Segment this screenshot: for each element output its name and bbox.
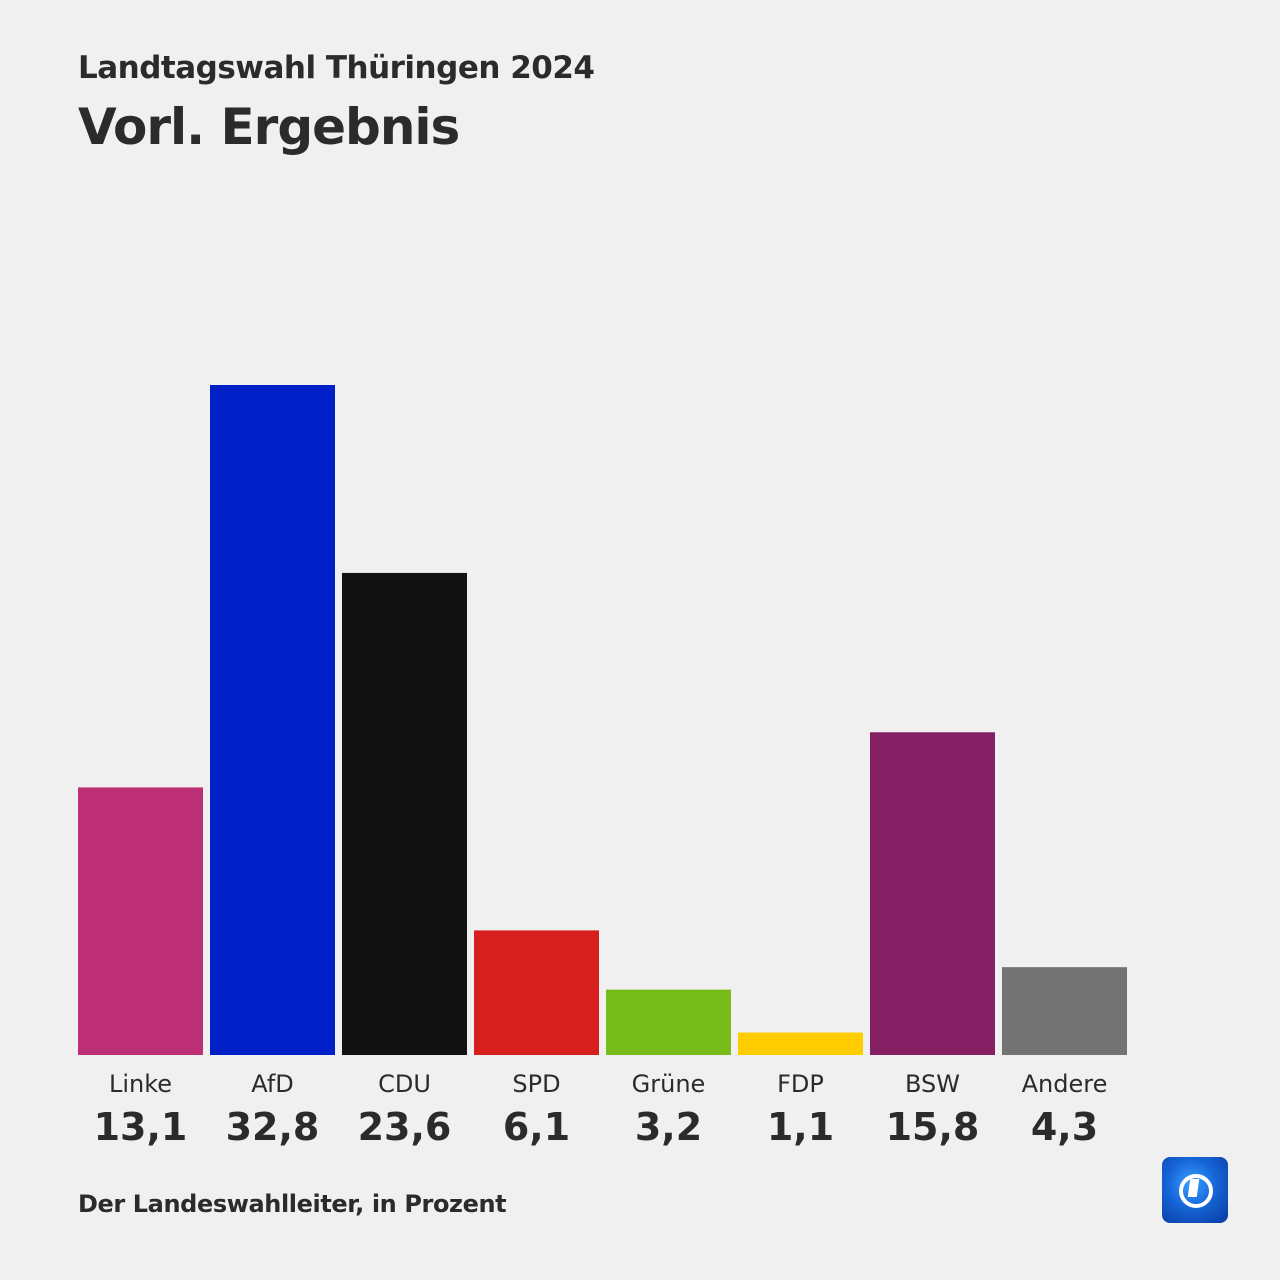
logo-ring: [1179, 1174, 1213, 1208]
category-label: BSW: [905, 1070, 960, 1098]
bar-fdp: [738, 1032, 863, 1055]
bar-andere: [1002, 967, 1127, 1055]
value-label: 1,1: [767, 1105, 834, 1149]
category-label: Linke: [109, 1070, 172, 1098]
value-label: 23,6: [358, 1105, 452, 1149]
value-label: 15,8: [886, 1105, 980, 1149]
category-label: FDP: [777, 1070, 824, 1098]
bar-linke: [78, 787, 203, 1055]
category-label: Andere: [1022, 1070, 1108, 1098]
category-label: AfD: [251, 1070, 294, 1098]
value-label: 3,2: [635, 1105, 702, 1149]
bar-cdu: [342, 572, 467, 1055]
chart-subtitle: Landtagswahl Thüringen 2024: [78, 50, 595, 86]
bar-afd: [210, 385, 335, 1055]
chart-title: Vorl. Ergebnis: [78, 98, 460, 156]
value-label: 4,3: [1031, 1105, 1098, 1149]
bar-spd: [474, 930, 599, 1055]
value-label: 6,1: [503, 1105, 570, 1149]
bar-bsw: [870, 732, 995, 1055]
category-label: Grüne: [632, 1070, 706, 1098]
source-note: Der Landeswahlleiter, in Prozent: [78, 1190, 507, 1218]
category-label: CDU: [378, 1070, 431, 1098]
value-label: 13,1: [94, 1105, 188, 1149]
tagesschau-logo-icon: [1162, 1157, 1228, 1223]
value-label: 32,8: [226, 1105, 320, 1149]
bar-gr-ne: [606, 989, 731, 1055]
category-label: SPD: [512, 1070, 560, 1098]
